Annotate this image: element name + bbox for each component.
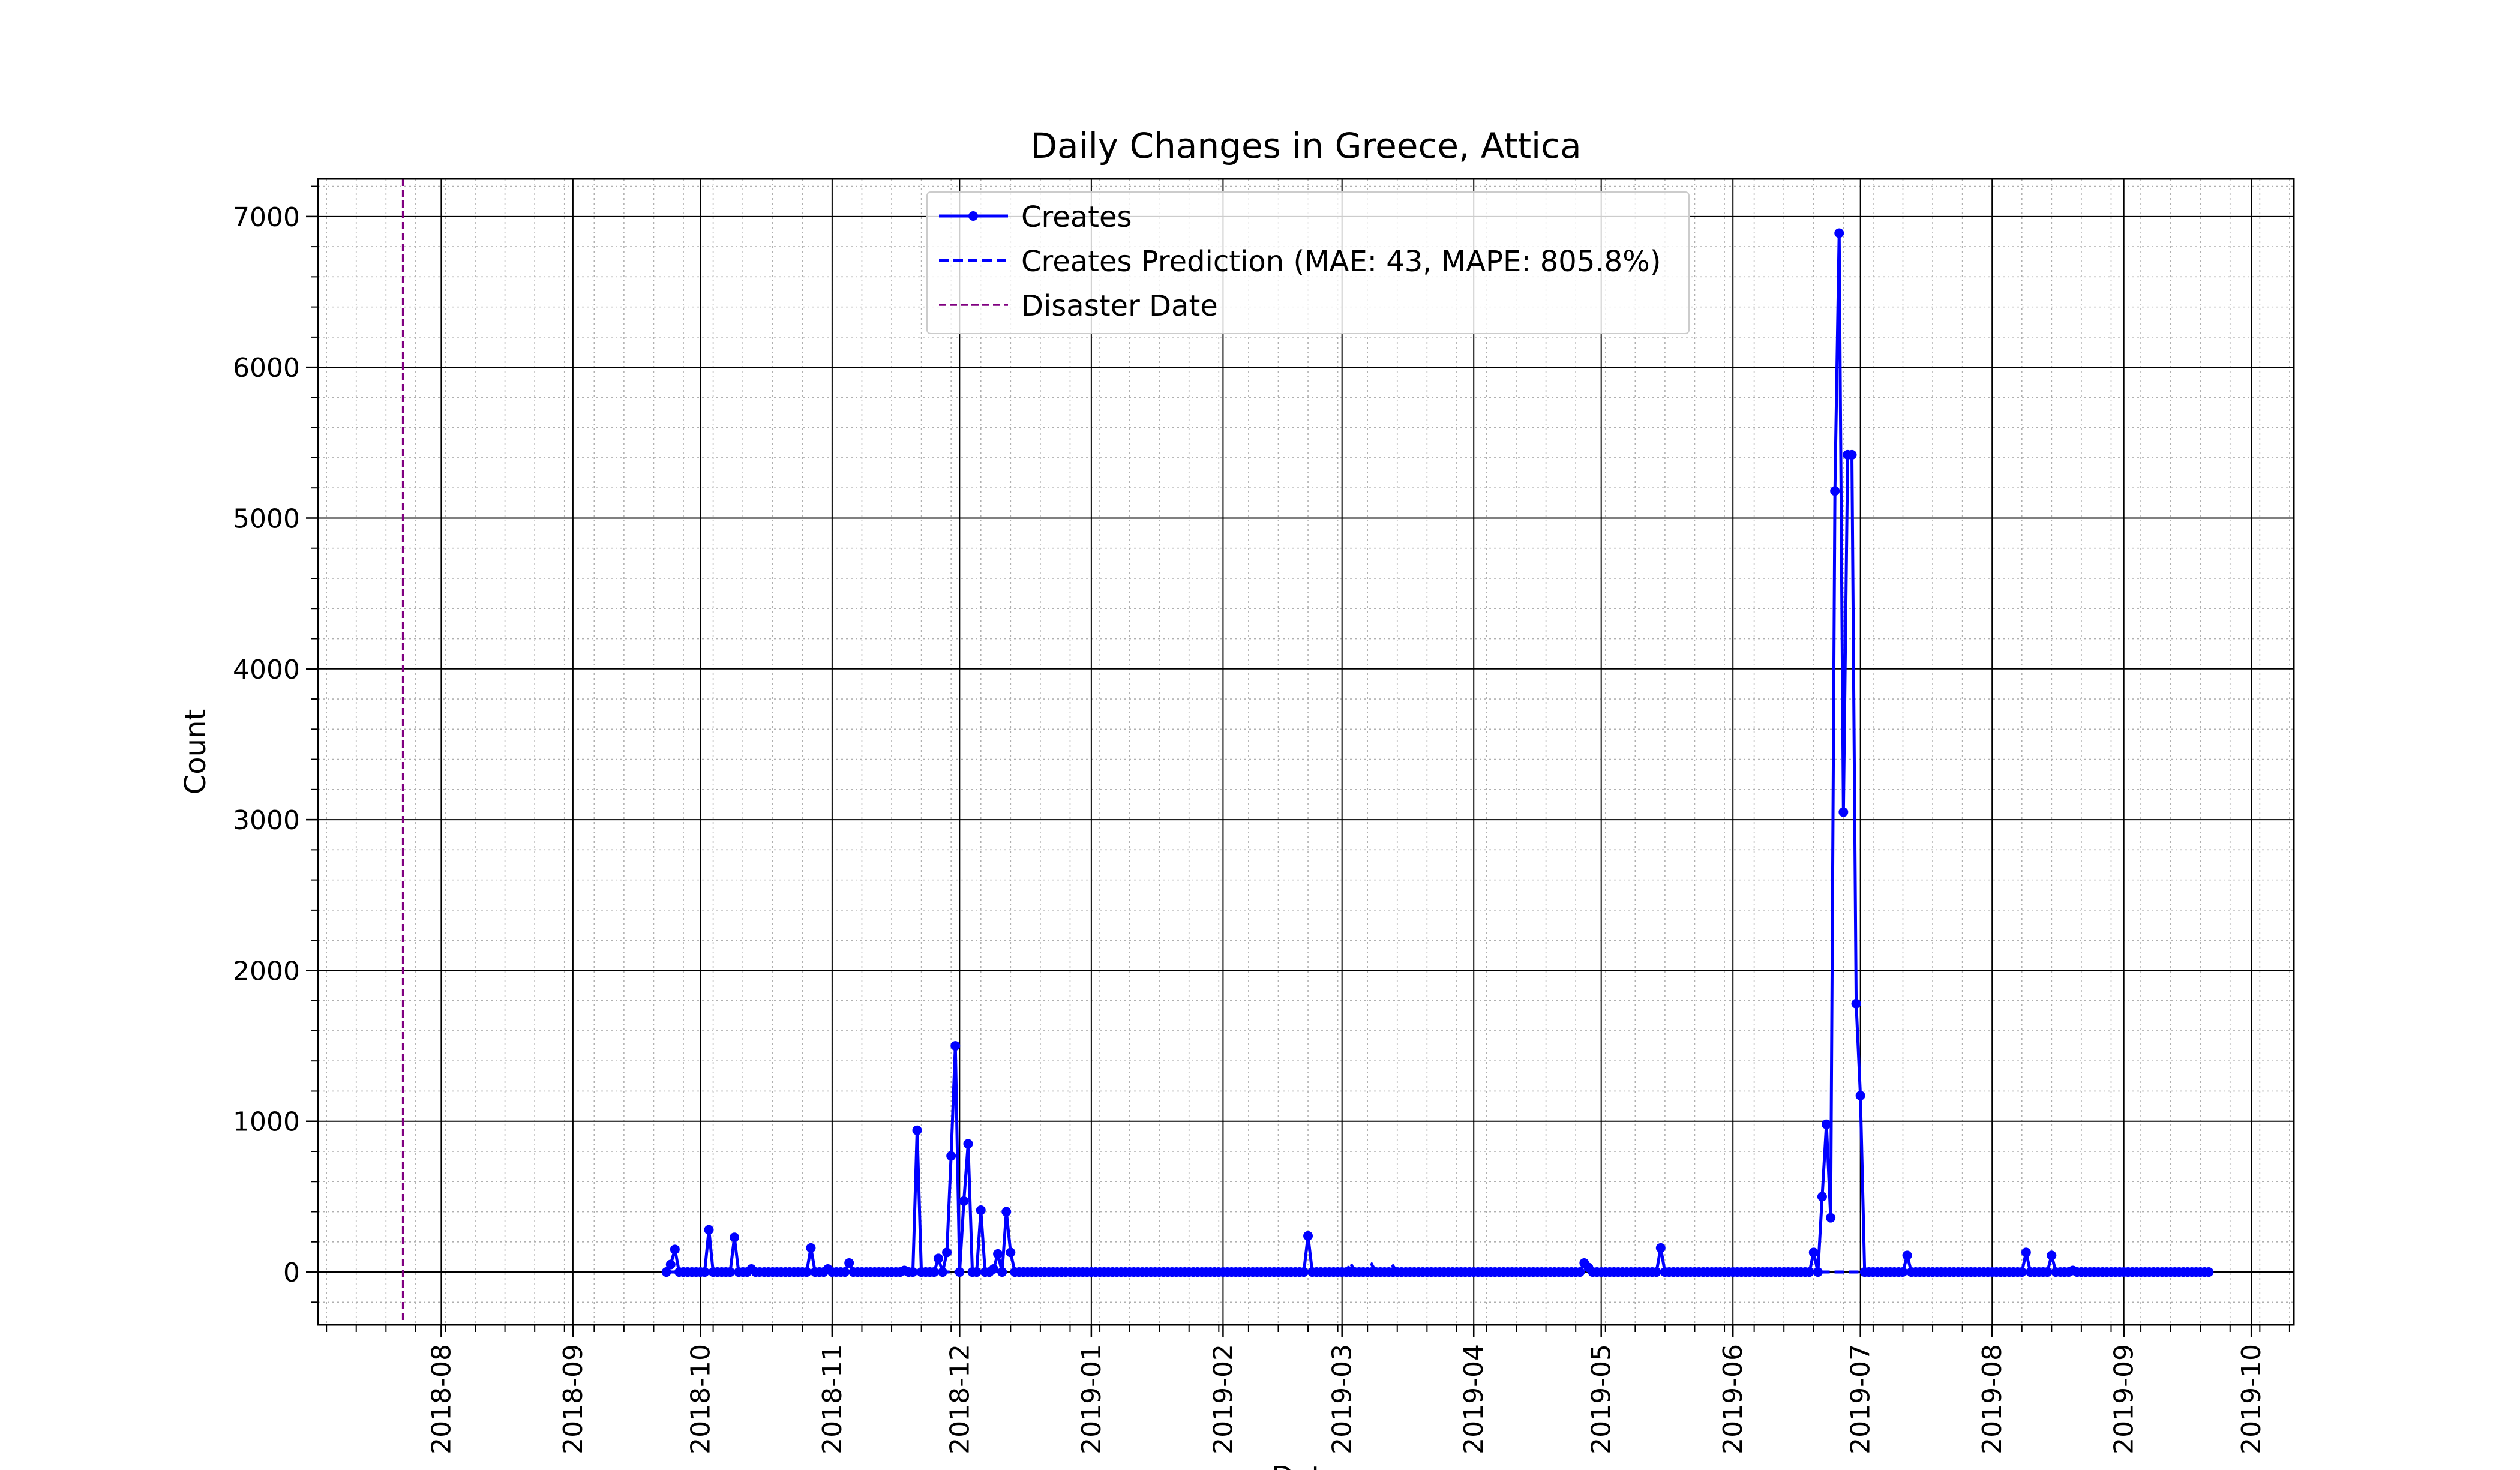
legend-box <box>926 191 1690 334</box>
creates-line <box>665 231 2209 1274</box>
x-tick-label: 2019-09 <box>2109 1344 2140 1454</box>
creates-point <box>1834 228 1844 238</box>
creates-point <box>840 1267 850 1277</box>
creates-point <box>946 1151 956 1161</box>
legend-creates-label: Creates <box>1021 200 1132 234</box>
creates-point <box>1006 1247 1016 1258</box>
minor-grid <box>318 179 2294 1325</box>
y-tick-label: 7000 <box>233 202 300 233</box>
creates-point <box>1804 1267 1814 1277</box>
y-tick-label: 0 <box>283 1258 300 1288</box>
creates-point <box>1838 807 1849 817</box>
x-tick-label: 2019-10 <box>2236 1344 2267 1454</box>
creates-point <box>988 1264 998 1274</box>
creates-point <box>1847 449 1857 460</box>
creates-point <box>950 1041 961 1051</box>
creates-point <box>1575 1267 1585 1277</box>
x-axis-label: Date <box>1271 1460 1340 1470</box>
creates-markers <box>661 228 2214 1277</box>
x-tick-labels: 2018-08 2018-09 2018-10 2018-11 2018-12 2019-… <box>426 1344 2267 1454</box>
creates-point <box>971 1267 982 1277</box>
legend: Creates Creates Prediction (MAE: 43, MAPE… <box>926 191 1690 334</box>
x-tick-label: 2018-10 <box>685 1344 716 1454</box>
creates-point <box>704 1225 714 1235</box>
creates-point <box>1001 1207 1012 1217</box>
creates-point <box>725 1267 735 1277</box>
creates-layer <box>665 231 2209 1274</box>
creates-point <box>802 1267 812 1277</box>
x-tick-label: 2019-04 <box>1459 1344 1489 1454</box>
x-tick-label: 2018-11 <box>817 1344 848 1454</box>
creates-point <box>938 1267 948 1277</box>
y-tick-label: 1000 <box>233 1107 300 1138</box>
creates-point <box>2021 1247 2031 1258</box>
creates-point <box>1851 998 1861 1009</box>
creates-point <box>1855 1091 1865 1100</box>
creates-point <box>1303 1231 1313 1241</box>
creates-point <box>730 1232 740 1243</box>
x-tick-label: 2019-06 <box>1718 1344 1748 1454</box>
x-tick-label: 2018-09 <box>558 1344 589 1454</box>
axis-ticks <box>306 185 2290 1337</box>
creates-point <box>1813 1267 1823 1277</box>
creates-point <box>2017 1267 2027 1277</box>
creates-point <box>955 1267 965 1277</box>
creates-point <box>929 1267 939 1277</box>
creates-point <box>959 1196 969 1206</box>
creates-point <box>806 1243 816 1253</box>
creates-point <box>912 1125 922 1135</box>
creates-point <box>700 1267 710 1277</box>
creates-point <box>661 1267 671 1277</box>
creates-point <box>1651 1267 1661 1277</box>
major-grid <box>318 179 2294 1325</box>
y-tick-label: 6000 <box>233 353 300 383</box>
x-tick-label: 2019-05 <box>1586 1344 1617 1454</box>
x-tick-label: 2019-03 <box>1327 1344 1358 1454</box>
creates-point <box>963 1139 973 1149</box>
creates-point <box>997 1267 1007 1277</box>
plot-area-frame <box>317 178 2295 1326</box>
creates-point <box>2042 1267 2053 1277</box>
creates-point <box>1902 1250 1912 1261</box>
x-tick-label: 2019-01 <box>1076 1344 1107 1454</box>
creates-point <box>2204 1267 2214 1277</box>
creates-point <box>844 1258 854 1268</box>
y-tick-label: 3000 <box>233 805 300 836</box>
legend-disaster-label: Disaster Date <box>1021 289 1218 323</box>
creates-point <box>1817 1192 1827 1202</box>
x-tick-label: 2019-08 <box>1977 1344 2008 1454</box>
creates-point <box>942 1247 952 1258</box>
y-tick-label: 2000 <box>233 956 300 986</box>
x-tick-label: 2019-02 <box>1208 1344 1238 1454</box>
y-axis-label: Count <box>179 709 212 795</box>
x-tick-label: 2018-12 <box>944 1344 975 1454</box>
creates-point <box>908 1267 918 1277</box>
creates-point <box>670 1244 680 1255</box>
creates-point <box>1822 1119 1832 1129</box>
creates-point <box>1830 486 1840 496</box>
creates-point <box>1808 1247 1819 1258</box>
creates-point <box>933 1253 943 1264</box>
creates-point <box>2047 1250 2057 1261</box>
creates-point <box>1826 1213 1836 1223</box>
y-tick-label: 5000 <box>233 503 300 534</box>
creates-point <box>665 1259 676 1270</box>
x-tick-label: 2018-08 <box>426 1344 457 1454</box>
y-tick-labels: 0 1000 2000 3000 4000 5000 6000 7000 <box>233 202 300 1288</box>
creates-point <box>1898 1267 1908 1277</box>
legend-creates-marker <box>968 211 978 221</box>
creates-point <box>976 1205 986 1215</box>
chart-title: Daily Changes in Greece, Attica <box>1030 125 1581 166</box>
creates-point <box>993 1249 1003 1259</box>
creates-point <box>1655 1243 1666 1253</box>
legend-prediction-label: Creates Prediction (MAE: 43, MAPE: 805.8… <box>1021 245 1661 278</box>
creates-point <box>1298 1267 1309 1277</box>
x-tick-label: 2019-07 <box>1846 1344 1876 1454</box>
y-tick-label: 4000 <box>233 655 300 685</box>
